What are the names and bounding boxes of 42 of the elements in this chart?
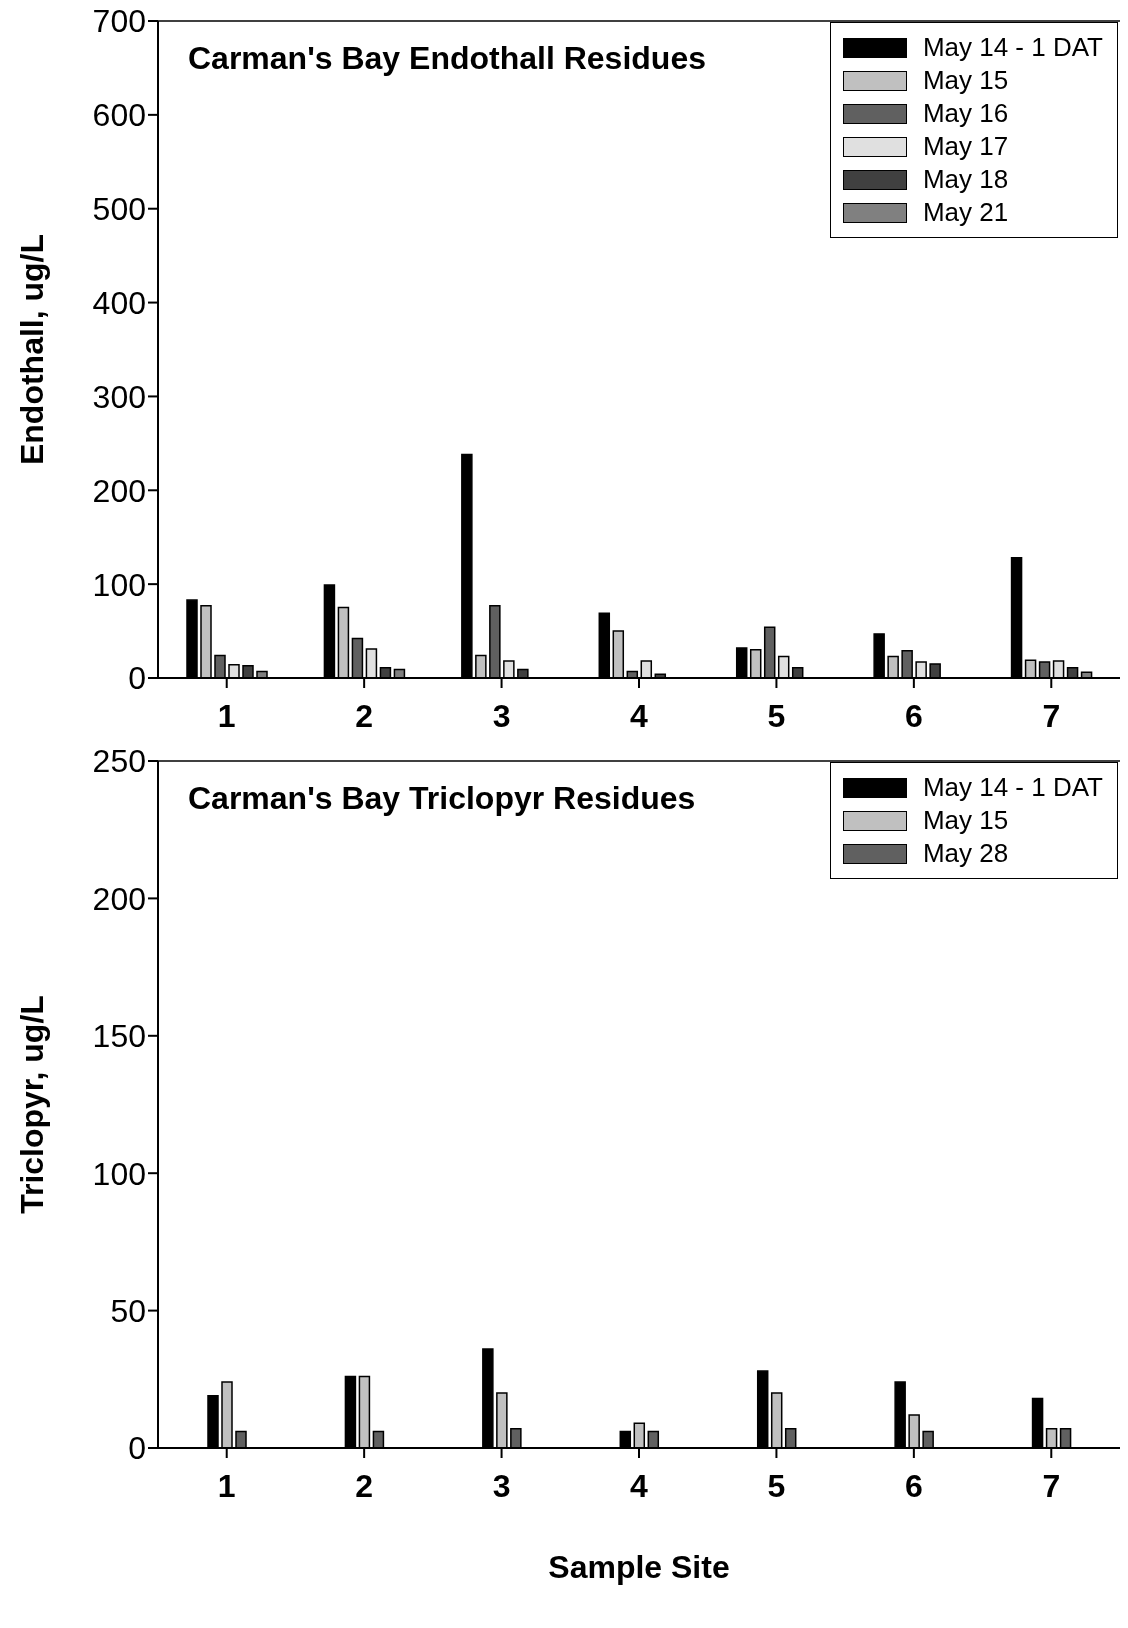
y-tick-label: 0 <box>128 660 146 697</box>
legend-label: May 14 - 1 DAT <box>922 771 1103 804</box>
y-tick-label: 100 <box>92 566 146 603</box>
legend-label: May 15 <box>922 64 1009 97</box>
x-tick-label: 2 <box>355 1467 374 1504</box>
text: Carman's Bay Triclopyr Residues <box>188 780 696 817</box>
x-axis-title: Sample Site <box>548 1549 730 1585</box>
x-tick-label: 2 <box>355 697 374 734</box>
y-tick-label: 0 <box>128 1430 146 1467</box>
x-tick-label: 5 <box>767 1467 786 1504</box>
x-tick-label: 3 <box>492 1467 511 1504</box>
y-axis-title: Triclopyr, ug/L <box>14 995 51 1214</box>
x-tick-label: 6 <box>904 1467 923 1504</box>
y-tick-label: 150 <box>92 1018 146 1055</box>
y-tick-label: 600 <box>92 97 146 134</box>
y-tick-label: 100 <box>92 1155 146 1192</box>
y-tick-label: 50 <box>110 1292 146 1329</box>
x-tick-label: 5 <box>767 697 786 734</box>
x-tick-label: 7 <box>1042 697 1061 734</box>
x-tick-label: 1 <box>217 1467 236 1504</box>
legend-label: May 17 <box>922 130 1009 163</box>
x-tick-label: 4 <box>630 1467 649 1504</box>
legend-label: May 14 - 1 DAT <box>922 31 1103 64</box>
legend-label: May 16 <box>922 97 1009 130</box>
legend-label: May 28 <box>922 837 1009 870</box>
x-tick-label: 1 <box>217 697 236 734</box>
legend-label: May 18 <box>922 163 1009 196</box>
x-tick-label: 6 <box>904 697 923 734</box>
y-tick-label: 500 <box>92 191 146 228</box>
x-tick-label: 3 <box>492 697 511 734</box>
y-tick-label: 200 <box>92 472 146 509</box>
x-tick-label: 7 <box>1042 1467 1061 1504</box>
y-tick-label: 400 <box>92 284 146 321</box>
y-tick-label: 200 <box>92 880 146 917</box>
legend-label: May 21 <box>922 196 1009 229</box>
y-tick-label: 300 <box>92 378 146 415</box>
y-tick-label: 250 <box>92 743 146 780</box>
y-tick-label: 700 <box>92 3 146 40</box>
y-axis-title: Endothall, ug/L <box>14 233 51 466</box>
x-tick-label: 4 <box>630 697 649 734</box>
legend-label: May 15 <box>922 804 1009 837</box>
text: Carman's Bay Endothall Residues <box>188 40 706 77</box>
